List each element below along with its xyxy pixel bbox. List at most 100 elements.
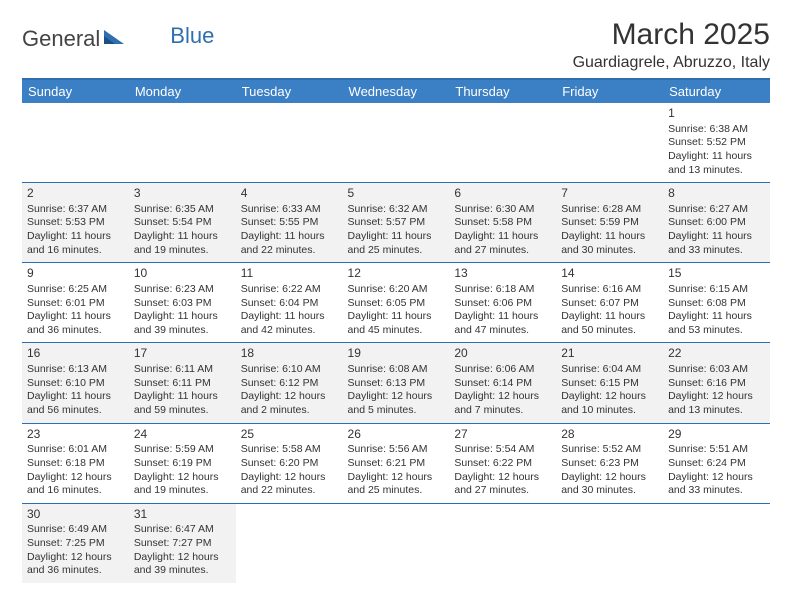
day-number: 7: [561, 186, 658, 202]
day-info-line: and 56 minutes.: [27, 404, 124, 418]
week-row: 9Sunrise: 6:25 AMSunset: 6:01 PMDaylight…: [22, 263, 770, 343]
day-info-line: Sunset: 6:08 PM: [668, 297, 765, 311]
day-info-line: Sunrise: 5:52 AM: [561, 443, 658, 457]
day-info-line: Sunrise: 6:03 AM: [668, 363, 765, 377]
day-cell: 10Sunrise: 6:23 AMSunset: 6:03 PMDayligh…: [129, 263, 236, 343]
day-cell: 24Sunrise: 5:59 AMSunset: 6:19 PMDayligh…: [129, 423, 236, 503]
day-info-line: Daylight: 11 hours: [668, 150, 765, 164]
day-cell: [663, 503, 770, 583]
dh-thu: Thursday: [449, 80, 556, 103]
day-info-line: Daylight: 11 hours: [348, 310, 445, 324]
day-cell: 25Sunrise: 5:58 AMSunset: 6:20 PMDayligh…: [236, 423, 343, 503]
day-cell: 9Sunrise: 6:25 AMSunset: 6:01 PMDaylight…: [22, 263, 129, 343]
day-info-line: Daylight: 11 hours: [27, 390, 124, 404]
day-number: 22: [668, 346, 765, 362]
day-cell: 17Sunrise: 6:11 AMSunset: 6:11 PMDayligh…: [129, 343, 236, 423]
day-number: 12: [348, 266, 445, 282]
day-cell: 5Sunrise: 6:32 AMSunset: 5:57 PMDaylight…: [343, 183, 450, 263]
day-info-line: Daylight: 12 hours: [668, 390, 765, 404]
day-number: 6: [454, 186, 551, 202]
day-info-line: Daylight: 12 hours: [348, 471, 445, 485]
day-info-line: and 36 minutes.: [27, 324, 124, 338]
day-info-line: and 22 minutes.: [241, 484, 338, 498]
day-info-line: Sunset: 6:06 PM: [454, 297, 551, 311]
day-number: 1: [668, 106, 765, 122]
day-info-line: Daylight: 12 hours: [561, 390, 658, 404]
dh-tue: Tuesday: [236, 80, 343, 103]
day-info-line: Daylight: 11 hours: [561, 310, 658, 324]
day-number: 14: [561, 266, 658, 282]
day-info-line: and 22 minutes.: [241, 244, 338, 258]
day-info-line: Daylight: 12 hours: [241, 471, 338, 485]
day-info-line: Sunset: 6:03 PM: [134, 297, 231, 311]
day-info-line: Sunset: 5:53 PM: [27, 216, 124, 230]
day-info-line: Daylight: 11 hours: [241, 310, 338, 324]
day-cell: [449, 103, 556, 183]
day-info-line: and 27 minutes.: [454, 244, 551, 258]
day-number: 28: [561, 427, 658, 443]
day-info-line: and 30 minutes.: [561, 244, 658, 258]
day-info-line: and 33 minutes.: [668, 244, 765, 258]
day-info-line: Sunrise: 5:51 AM: [668, 443, 765, 457]
day-info-line: Daylight: 11 hours: [348, 230, 445, 244]
day-info-line: Sunset: 6:21 PM: [348, 457, 445, 471]
day-info-line: Sunrise: 6:23 AM: [134, 283, 231, 297]
day-info-line: and 19 minutes.: [134, 244, 231, 258]
week-row: 1Sunrise: 6:38 AMSunset: 5:52 PMDaylight…: [22, 103, 770, 183]
day-number: 16: [27, 346, 124, 362]
logo-text-2: Blue: [170, 23, 214, 49]
day-info-line: Sunset: 6:15 PM: [561, 377, 658, 391]
day-info-line: Sunrise: 6:33 AM: [241, 203, 338, 217]
dh-fri: Friday: [556, 80, 663, 103]
day-info-line: Sunrise: 6:38 AM: [668, 123, 765, 137]
day-info-line: Daylight: 11 hours: [134, 310, 231, 324]
day-cell: 4Sunrise: 6:33 AMSunset: 5:55 PMDaylight…: [236, 183, 343, 263]
day-info-line: Sunrise: 6:08 AM: [348, 363, 445, 377]
day-info-line: Daylight: 11 hours: [668, 310, 765, 324]
day-cell: 3Sunrise: 6:35 AMSunset: 5:54 PMDaylight…: [129, 183, 236, 263]
day-info-line: and 53 minutes.: [668, 324, 765, 338]
day-info-line: Sunset: 5:57 PM: [348, 216, 445, 230]
day-info-line: and 13 minutes.: [668, 404, 765, 418]
day-cell: 27Sunrise: 5:54 AMSunset: 6:22 PMDayligh…: [449, 423, 556, 503]
day-info-line: Daylight: 11 hours: [27, 310, 124, 324]
day-info-line: Daylight: 12 hours: [668, 471, 765, 485]
day-info-line: and 39 minutes.: [134, 564, 231, 578]
day-info-line: Daylight: 11 hours: [241, 230, 338, 244]
day-number: 21: [561, 346, 658, 362]
day-number: 11: [241, 266, 338, 282]
logo: General Blue: [22, 26, 214, 52]
day-cell: 6Sunrise: 6:30 AMSunset: 5:58 PMDaylight…: [449, 183, 556, 263]
day-cell: 31Sunrise: 6:47 AMSunset: 7:27 PMDayligh…: [129, 503, 236, 583]
day-info-line: and 30 minutes.: [561, 484, 658, 498]
day-number: 10: [134, 266, 231, 282]
day-info-line: Sunset: 6:14 PM: [454, 377, 551, 391]
day-info-line: Sunrise: 6:22 AM: [241, 283, 338, 297]
day-number: 9: [27, 266, 124, 282]
day-info-line: Sunrise: 6:11 AM: [134, 363, 231, 377]
day-info-line: Sunrise: 6:32 AM: [348, 203, 445, 217]
day-info-line: Daylight: 11 hours: [27, 230, 124, 244]
day-info-line: Sunrise: 5:54 AM: [454, 443, 551, 457]
day-info-line: Daylight: 11 hours: [668, 230, 765, 244]
week-row: 23Sunrise: 6:01 AMSunset: 6:18 PMDayligh…: [22, 423, 770, 503]
day-info-line: Sunset: 6:16 PM: [668, 377, 765, 391]
day-info-line: Daylight: 12 hours: [454, 390, 551, 404]
day-info-line: Sunrise: 5:59 AM: [134, 443, 231, 457]
day-info-line: Sunrise: 6:04 AM: [561, 363, 658, 377]
day-header-row: Sunday Monday Tuesday Wednesday Thursday…: [22, 80, 770, 103]
day-info-line: Daylight: 12 hours: [134, 471, 231, 485]
day-info-line: Sunset: 6:23 PM: [561, 457, 658, 471]
day-info-line: Daylight: 12 hours: [454, 471, 551, 485]
day-info-line: Sunrise: 6:10 AM: [241, 363, 338, 377]
day-info-line: Sunrise: 5:56 AM: [348, 443, 445, 457]
day-info-line: Sunset: 5:59 PM: [561, 216, 658, 230]
day-cell: 20Sunrise: 6:06 AMSunset: 6:14 PMDayligh…: [449, 343, 556, 423]
day-info-line: and 33 minutes.: [668, 484, 765, 498]
day-number: 30: [27, 507, 124, 523]
day-info-line: Daylight: 11 hours: [561, 230, 658, 244]
day-info-line: Daylight: 11 hours: [454, 230, 551, 244]
day-info-line: Daylight: 12 hours: [27, 551, 124, 565]
day-info-line: Sunset: 6:04 PM: [241, 297, 338, 311]
day-cell: 22Sunrise: 6:03 AMSunset: 6:16 PMDayligh…: [663, 343, 770, 423]
